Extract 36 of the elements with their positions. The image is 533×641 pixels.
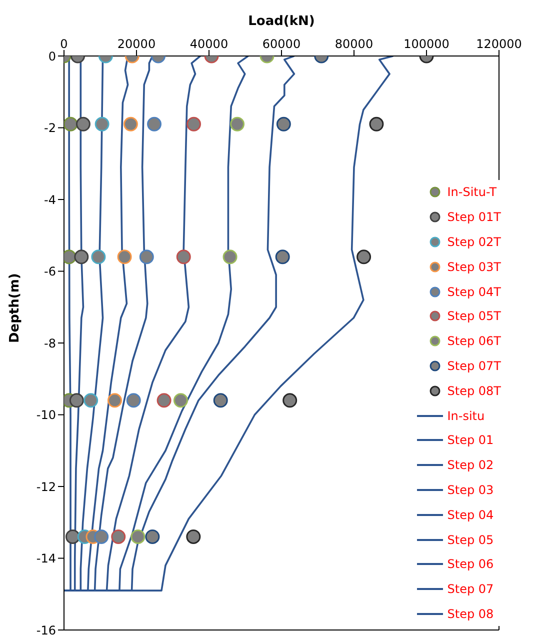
legend-label: Step 08 <box>447 606 494 621</box>
legend-label: Step 02T <box>447 234 501 249</box>
legend-label: Step 03 <box>447 482 494 497</box>
y-tick-label: -10 <box>36 408 56 422</box>
legend-label: Step 07T <box>447 358 501 373</box>
y-tick-label: -6 <box>44 264 56 279</box>
legend-label: Step 04 <box>447 508 494 522</box>
x-tick-label: 80000 <box>334 37 374 51</box>
y-tick-label: -12 <box>36 480 56 494</box>
x-tick-label: 40000 <box>190 37 228 51</box>
legend-label: In-Situ-T <box>447 185 497 200</box>
legend-label: Step 01 <box>447 433 494 448</box>
x-tick-label: 0 <box>60 37 68 51</box>
y-tick-label: -2 <box>44 121 56 136</box>
y-tick-label: -8 <box>44 336 56 350</box>
x-tick-label: 100000 <box>404 37 450 51</box>
legend-label: Step 02 <box>447 458 494 472</box>
legend-label: Step 06 <box>447 557 494 572</box>
x-tick-label: 20000 <box>117 37 156 51</box>
legend-label: Step 01T <box>447 210 501 224</box>
y-tick-label: -16 <box>36 623 56 638</box>
legend-label: Step 06T <box>447 334 501 348</box>
legend-label: Step 04T <box>447 284 501 299</box>
x-tick-label: 120000 <box>476 37 522 51</box>
x-tick-label: 60000 <box>262 37 301 51</box>
x-axis-title: Load(kN) <box>248 14 315 30</box>
y-tick-label: 0 <box>48 49 56 64</box>
legend-label: In-situ <box>447 408 485 423</box>
legend-label: Step 05 <box>447 532 494 547</box>
legend-label: Step 07 <box>447 582 494 596</box>
y-axis-title: Depth(m) <box>8 273 23 343</box>
legend-label: Step 08T <box>447 384 501 398</box>
legend-label: Step 03T <box>447 260 501 274</box>
y-tick-label: -4 <box>44 192 56 207</box>
y-tick-label: -14 <box>36 552 56 566</box>
legend-label: Step 05T <box>447 309 501 324</box>
